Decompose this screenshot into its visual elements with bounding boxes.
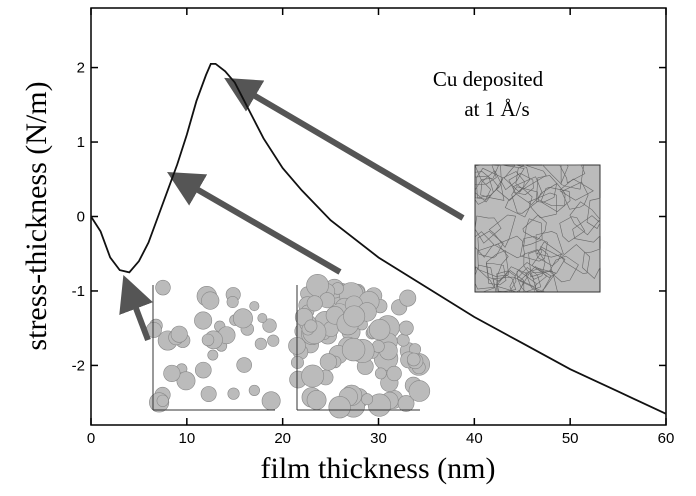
island [400,290,416,306]
island [267,335,279,347]
island [329,396,351,418]
island [307,296,322,311]
island [361,394,372,405]
island [228,388,239,399]
arrow [193,187,340,272]
island [255,338,267,350]
island [409,381,430,402]
island [305,320,317,332]
island [397,334,409,346]
island [233,309,252,328]
annotation: at 1 Å/s [464,97,529,121]
page: Cu deposited at 1 Å/s film thickness (nm… [0,0,696,496]
island [320,354,337,371]
island [387,366,402,381]
annotation: Cu deposited [433,67,544,91]
y-tick-label: -2 [72,357,85,374]
island [171,326,187,342]
island [302,365,324,387]
x-tick-label: 10 [178,430,195,447]
island [201,292,219,310]
x-tick-label: 60 [658,430,675,447]
island [344,306,365,327]
island [201,386,216,401]
island [202,334,214,346]
y-tick-label: 2 [77,60,85,77]
island [375,368,386,379]
island [262,392,280,410]
y-axis-label: stress-thickness (N/m) [20,81,53,350]
island [407,353,420,366]
insets [146,165,600,418]
island [258,313,267,322]
island [249,385,260,396]
chart: Cu deposited at 1 Å/s film thickness (nm… [0,0,696,496]
x-tick-label: 20 [274,430,291,447]
island [342,338,365,361]
x-tick-label: 0 [87,430,95,447]
x-tick-label: 40 [466,430,483,447]
x-axis-label: film thickness (nm) [261,452,496,485]
island [399,321,413,335]
arrow [134,303,148,340]
island [208,350,218,360]
island [307,390,326,409]
x-tick-label: 50 [562,430,579,447]
island [237,358,252,373]
island [157,395,169,407]
island [227,296,238,307]
y-tick-label: 1 [77,134,85,151]
island [164,365,181,382]
island [250,301,259,310]
y-tick-label: -1 [72,283,85,300]
island [156,280,171,295]
y-tick-label: 0 [77,209,85,226]
island [369,319,390,340]
arrow [250,93,463,218]
island [194,312,211,329]
island [195,362,211,378]
x-tick-label: 30 [370,430,387,447]
